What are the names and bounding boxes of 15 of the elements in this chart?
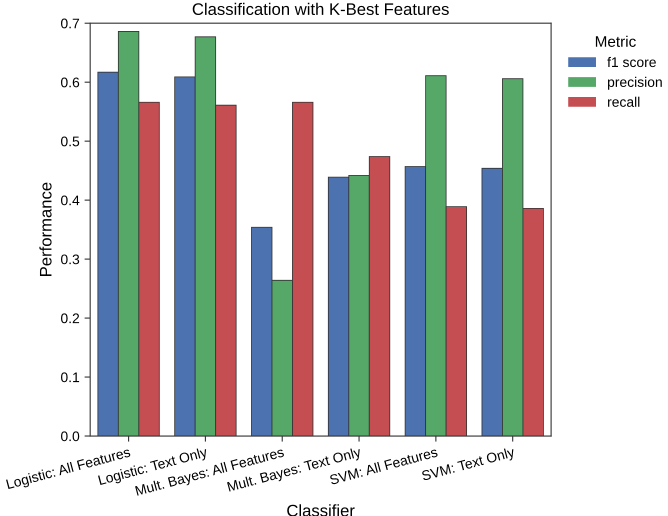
y-axis-title: Performance bbox=[39, 182, 52, 276]
x-axis-title: Classifier bbox=[287, 504, 355, 516]
y-tick-label: 0.6 bbox=[61, 78, 80, 88]
y-tick-label: 0.3 bbox=[61, 254, 80, 264]
y-tick-label: 0.2 bbox=[61, 313, 80, 324]
chart-title: Classification with K-Best Features bbox=[192, 2, 449, 16]
legend-label: precision bbox=[608, 76, 662, 90]
legend-title: Metric bbox=[596, 36, 636, 47]
y-tick-label: 0.4 bbox=[61, 195, 80, 206]
y-tick-label: 0.0 bbox=[61, 431, 80, 442]
y-tick-label: 0.7 bbox=[61, 18, 80, 28]
y-tick-label: 0.5 bbox=[61, 136, 80, 146]
y-tick-label: 0.1 bbox=[61, 372, 80, 382]
legend-label: f1 score bbox=[607, 56, 656, 68]
legend-label: recall bbox=[608, 96, 640, 107]
